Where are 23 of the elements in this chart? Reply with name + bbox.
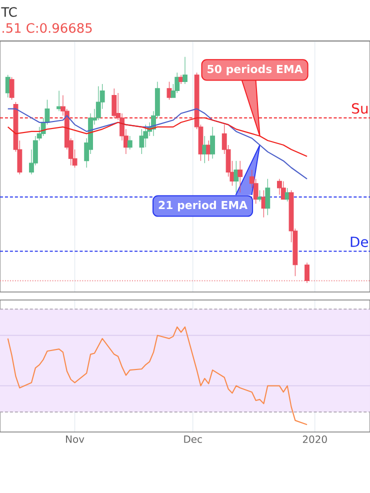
candlestick [182,56,188,84]
candlestick [280,180,286,200]
candlestick [96,86,101,120]
annotation: 21 period EMA [158,200,248,212]
ref-line-label: De [350,236,368,248]
candlestick [9,76,14,100]
x-tick-label: Dec [184,436,202,443]
candlestick [276,178,282,196]
chart-title: TC [1,7,17,17]
candlestick [210,126,216,159]
candlestick [139,128,144,154]
candlestick [304,262,310,284]
annotation: 50 periods EMA [208,64,303,76]
candlestick [238,160,243,193]
candlestick [265,178,270,216]
candlestick [127,136,132,150]
candlestick [112,88,117,118]
x-tick-label: 2020 [302,436,327,444]
candlestick [56,90,62,112]
chart-subtitle: .51 C:0.96685 [2,23,92,33]
ref-line-label: Su [352,103,368,114]
x-tick-label: Nov [66,436,84,443]
candlestick [234,160,239,193]
